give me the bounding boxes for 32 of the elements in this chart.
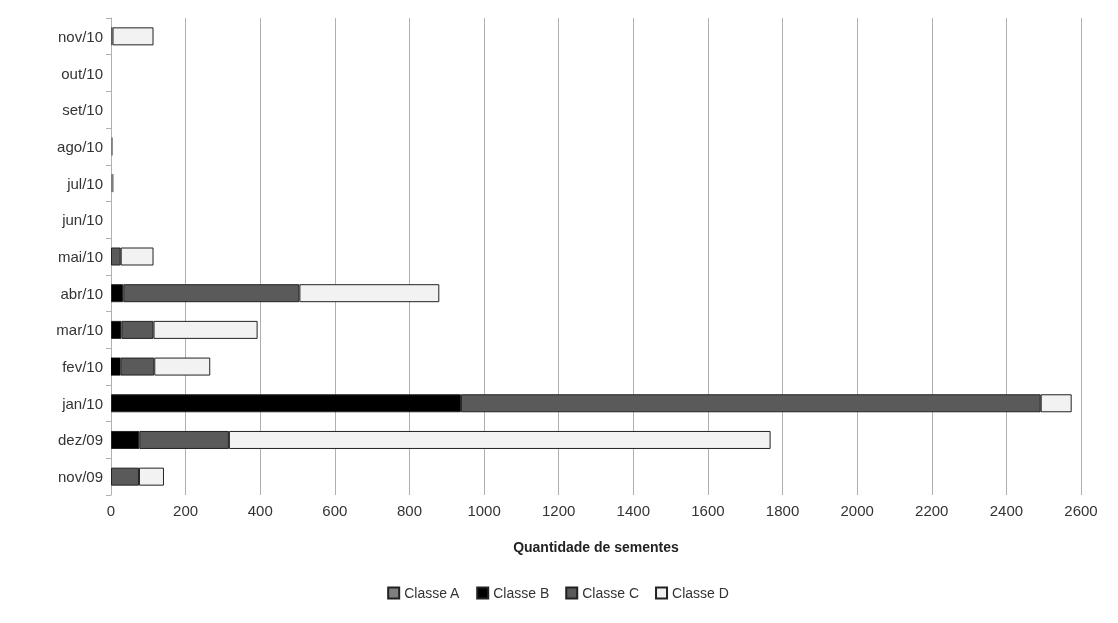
x-tick-label: 1000 [467,502,501,519]
x-tick-label: 1400 [616,502,650,519]
legend-label: Classe C [582,585,640,601]
y-tick-label: jul/10 [66,174,103,192]
y-tick-label: abr/10 [60,284,103,302]
y-tick-label: mar/10 [56,321,103,339]
legend-label: Classe B [493,585,550,601]
y-tick-label: set/10 [62,101,103,119]
x-tick-label: 1800 [765,502,800,519]
x-tick-label: 1600 [691,502,725,519]
legend-label: Classe D [672,585,729,601]
x-tick-label: 2600 [1064,502,1098,519]
x-tick-label: 400 [247,502,273,519]
y-tick-label: jun/10 [61,211,103,229]
y-tick-label: nov/09 [57,468,103,486]
x-tick-label: 2000 [840,502,874,519]
x-tick-label: 600 [322,502,348,519]
x-tick-label: 2200 [915,502,949,519]
y-tick-label: ago/10 [57,137,103,155]
y-tick-label: nov/10 [57,27,103,45]
x-tick-label: 800 [396,502,422,519]
x-axis-title: Quantidade de sementes [513,539,680,555]
legend-label: Classe A [404,585,461,601]
x-tick-label: 1200 [542,502,576,519]
y-tick-label: out/10 [61,64,103,82]
y-tick-label: jan/10 [61,394,103,412]
x-tick-label: 2400 [989,502,1024,519]
y-tick-label: mai/10 [57,248,103,265]
x-tick-label: 200 [173,502,199,519]
x-tick-label: 0 [106,502,116,519]
y-tick-label: dez/09 [57,431,103,449]
y-tick-label: fev/10 [62,358,103,376]
